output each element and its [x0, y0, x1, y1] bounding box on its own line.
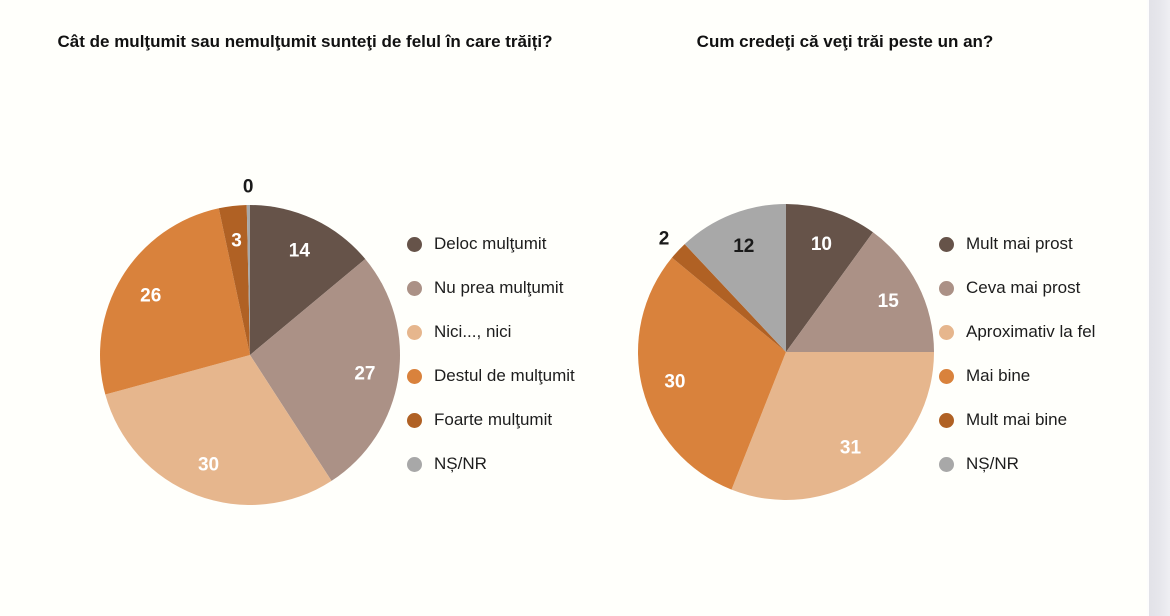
legend-swatch	[407, 236, 422, 252]
legend-label: Nu prea mulţumit	[434, 278, 564, 297]
satisfaction-chart-title: Cât de mulţumit sau nemulţumit sunteţi d…	[57, 32, 553, 51]
slice-value-label: 12	[733, 236, 754, 257]
legend-item: NȘ/NR	[407, 442, 575, 486]
slice-value-label: 3	[231, 230, 242, 251]
legend-label: Deloc mulţumit	[434, 234, 547, 253]
legend-label: Aproximativ la fel	[966, 322, 1096, 341]
legend-item: Nici..., nici	[407, 310, 575, 354]
pie-slice	[105, 355, 332, 506]
slice-value-label: 30	[198, 454, 219, 475]
legend-item: Foarte mulţumit	[407, 398, 575, 442]
legend-item: Destul de mulţumit	[407, 354, 575, 398]
legend-label: Mult mai bine	[966, 410, 1068, 429]
legend-item: Mult mai prost	[939, 222, 1095, 266]
legend-label: Mai bine	[966, 366, 1031, 385]
legend-item: Deloc mulţumit	[407, 222, 575, 266]
slice-value-label: 30	[664, 371, 685, 392]
legend-swatch	[407, 280, 422, 296]
legend-swatch	[939, 412, 954, 428]
expectation-chart-title: Cum credeţi că veţi trăi peste un an?	[696, 32, 994, 51]
slice-value-label: 15	[878, 291, 900, 312]
slice-value-label: 2	[659, 228, 670, 249]
legend-label: Ceva mai prost	[966, 278, 1081, 297]
pie-slice	[250, 205, 366, 355]
pie-slice	[731, 352, 934, 501]
legend-swatch	[939, 368, 954, 384]
legend-swatch	[407, 368, 422, 384]
legend-item: NȘ/NR	[939, 442, 1095, 486]
legend-item: Nu prea mulţumit	[407, 266, 575, 310]
legend-label: Mult mai prost	[966, 234, 1073, 253]
pie-slice	[218, 205, 250, 355]
expectation-pie-chart: 10 15 31 30 2 12	[638, 204, 934, 501]
pie-slice	[786, 232, 934, 352]
legend-item: Mult mai bine	[939, 398, 1095, 442]
pie-slice	[671, 244, 786, 352]
slice-value-label: 27	[354, 363, 375, 384]
satisfaction-legend: Deloc mulţumit Nu prea mulţumit Nici...,…	[407, 222, 575, 486]
legend-swatch	[939, 456, 954, 472]
slice-value-label: 10	[811, 234, 832, 255]
legend-swatch	[407, 456, 422, 472]
pie-slice	[786, 204, 873, 352]
slice-value-label: 0	[243, 176, 254, 197]
legend-item: Mai bine	[939, 354, 1095, 398]
pie-slice	[638, 257, 786, 490]
legend-label: Nici..., nici	[434, 322, 512, 341]
legend-label: NȘ/NR	[966, 454, 1019, 473]
legend-label: Foarte mulţumit	[434, 410, 553, 429]
legend-swatch	[407, 324, 422, 340]
pie-slice	[99, 208, 250, 395]
legend-swatch	[939, 236, 954, 252]
pie-slice	[250, 259, 400, 481]
legend-item: Aproximativ la fel	[939, 310, 1095, 354]
slice-value-label: 31	[840, 438, 862, 459]
page-edge-strip	[1147, 0, 1170, 616]
expectation-legend: Mult mai prost Ceva mai prost Aproximati…	[939, 222, 1095, 486]
legend-swatch	[939, 324, 954, 340]
pie-slice	[684, 204, 786, 352]
slice-value-label: 14	[289, 241, 311, 262]
pie-slice	[246, 205, 250, 355]
legend-swatch	[407, 412, 422, 428]
legend-label: Destul de mulţumit	[434, 366, 575, 385]
legend-swatch	[939, 280, 954, 296]
legend-item: Ceva mai prost	[939, 266, 1095, 310]
slice-value-label: 26	[140, 285, 161, 306]
legend-label: NȘ/NR	[434, 454, 487, 473]
